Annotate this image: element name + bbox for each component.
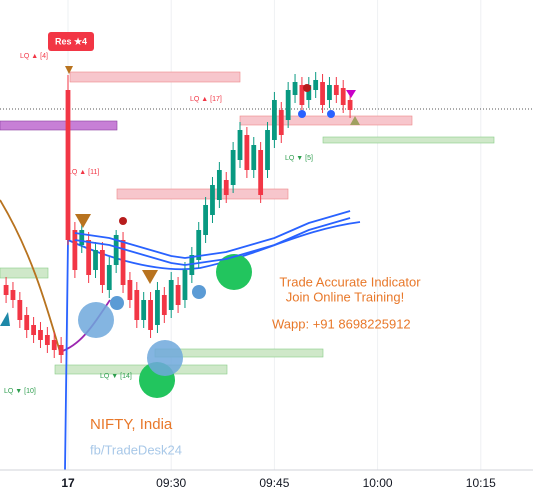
- signal-circle: [78, 302, 114, 338]
- signal-triangle: [346, 90, 356, 98]
- zone: [239, 115, 413, 126]
- signal-triangle: [0, 312, 10, 326]
- x-tick-label: 10:15: [466, 476, 496, 490]
- candles: [3, 72, 353, 363]
- candle-body: [278, 110, 284, 135]
- indicator-line: [64, 221, 361, 471]
- x-tick-label: 10:00: [363, 476, 393, 490]
- candle-body: [237, 130, 243, 160]
- signal-triangle: [142, 270, 158, 284]
- candle-body: [93, 250, 98, 270]
- zone: [0, 120, 118, 131]
- candle-body: [299, 85, 305, 105]
- candle-body: [148, 300, 153, 330]
- candle-body: [272, 100, 277, 140]
- zone: [322, 136, 495, 144]
- badge-label: Res ★4: [55, 36, 87, 46]
- lq-label: LQ ▼ [10]: [4, 388, 36, 395]
- candle-body: [175, 285, 181, 305]
- candle-body: [347, 100, 353, 110]
- zone: [69, 71, 241, 83]
- signal-dot: [298, 110, 306, 118]
- candle-body: [244, 135, 250, 170]
- candle-body: [265, 130, 270, 170]
- signal-circle: [147, 340, 183, 376]
- candle-body: [38, 330, 43, 340]
- signal-triangle: [65, 66, 73, 74]
- x-tick-label: 17: [61, 476, 75, 490]
- candle-body: [72, 230, 78, 270]
- candle-body: [120, 240, 126, 285]
- candle-body: [79, 230, 85, 245]
- lq-label: LQ ▲ [11]: [68, 169, 99, 176]
- signal-triangle: [75, 214, 91, 228]
- signal-dot: [303, 84, 311, 92]
- candle-body: [3, 285, 9, 295]
- candle-body: [86, 240, 92, 275]
- candle-body: [127, 280, 133, 300]
- candle-body: [285, 90, 291, 120]
- promo-text: Join Online Training!: [286, 289, 405, 304]
- credit: fb/TradeDesk24: [90, 442, 182, 457]
- candle-body: [65, 90, 71, 240]
- lq-label: LQ ▲ [17]: [190, 96, 222, 103]
- promo-text: Wapp: +91 8698225912: [272, 316, 411, 331]
- candle-body: [327, 85, 332, 100]
- candle-body: [134, 290, 140, 320]
- candle-body: [251, 145, 257, 170]
- indicator-line: [74, 217, 351, 266]
- candle-body: [17, 300, 23, 320]
- x-axis: [0, 470, 533, 503]
- candle-body: [230, 150, 236, 185]
- candle-body: [141, 300, 147, 320]
- lq-label: LQ ▼ [5]: [285, 155, 313, 162]
- candle-body: [31, 325, 36, 335]
- signal-triangle: [350, 116, 360, 125]
- candle-body: [216, 170, 222, 200]
- candle-body: [155, 290, 160, 325]
- candle-body: [100, 250, 105, 285]
- candle-body: [113, 235, 119, 265]
- indicator-line: [74, 210, 351, 259]
- zone: [116, 188, 289, 200]
- symbol: NIFTY, India: [90, 416, 173, 433]
- candle-body: [320, 82, 325, 105]
- candle-body: [203, 205, 208, 235]
- promo-text: Trade Accurate Indicator: [279, 274, 421, 289]
- candle-body: [10, 290, 16, 300]
- x-tick-label: 09:30: [156, 476, 186, 490]
- zone: [0, 267, 49, 279]
- trend-line: [0, 199, 61, 353]
- signal-circle: [216, 254, 252, 290]
- axis-labels: 17 09:30 09:45 10:00 10:15: [61, 476, 496, 490]
- x-tick-label: 09:45: [259, 476, 289, 490]
- candle-body: [313, 80, 319, 90]
- candle-body: [258, 150, 264, 195]
- lq-label: LQ ▼ [14]: [100, 373, 132, 380]
- signal-circle: [110, 296, 124, 310]
- candle-body: [210, 185, 215, 215]
- candle-body: [223, 180, 229, 195]
- candle-body: [168, 280, 174, 310]
- candle-body: [24, 315, 30, 330]
- lq-label: LQ ▲ [4]: [20, 53, 48, 60]
- candle-body: [44, 335, 50, 345]
- candle-body: [196, 230, 202, 260]
- candle-body: [58, 345, 64, 355]
- signal-circle: [192, 285, 206, 299]
- badge: [48, 32, 94, 51]
- signal-dot: [327, 110, 335, 118]
- candle-body: [106, 265, 112, 290]
- candle-body: [340, 88, 346, 105]
- candle-body: [306, 85, 312, 100]
- signal-dot: [119, 217, 127, 225]
- candle-body: [333, 85, 339, 95]
- candle-body: [182, 270, 188, 300]
- candle-body: [51, 340, 57, 350]
- candle-body: [292, 82, 298, 95]
- candle-body: [161, 295, 167, 315]
- candle-body: [189, 255, 195, 275]
